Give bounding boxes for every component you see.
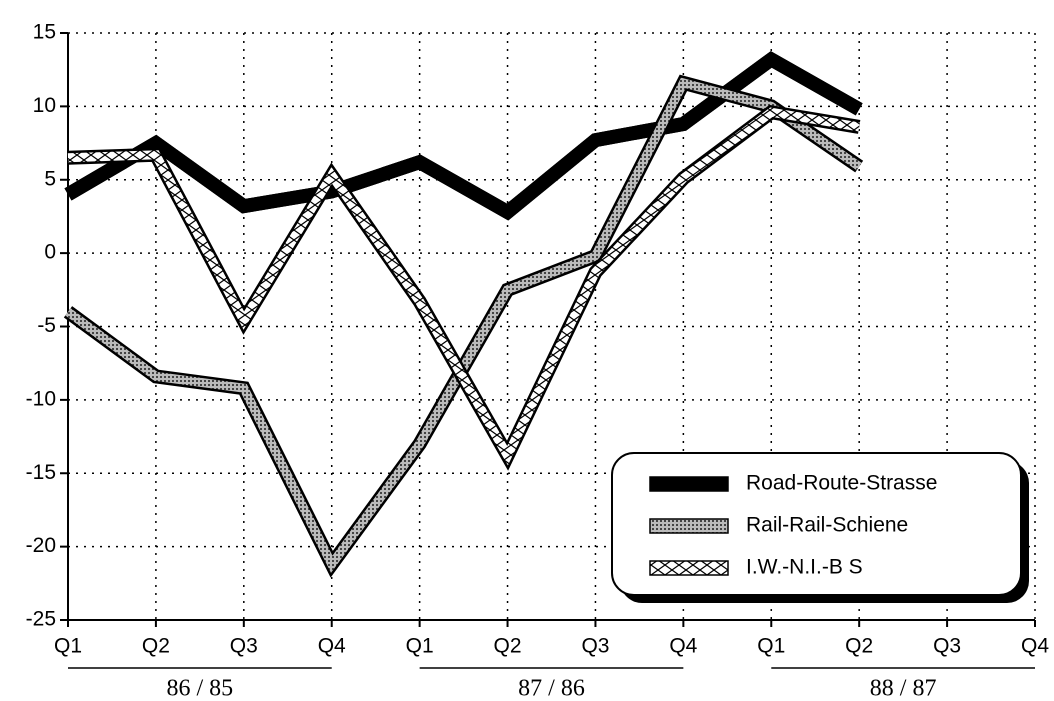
group-label: 88 / 87 — [870, 676, 937, 701]
y-tick-label: -25 — [26, 608, 56, 631]
series-line — [67, 107, 860, 466]
legend-swatch — [649, 560, 729, 576]
y-tick-label: -15 — [26, 461, 56, 484]
x-tick-label: Q4 — [1021, 635, 1049, 658]
x-tick-label: Q1 — [54, 635, 82, 658]
legend-label: Rail-Rail-Schiene — [746, 514, 908, 537]
legend: Road-Route-Strasse Rail-Rail-Schiene I.W.-… — [611, 452, 1029, 603]
x-tick-label: Q3 — [933, 635, 961, 658]
y-tick-label: 15 — [33, 21, 56, 44]
y-tick-label: -5 — [37, 314, 56, 337]
y-tick-label: 10 — [33, 94, 56, 117]
group-label: 86 / 85 — [167, 676, 234, 701]
y-tick-label: 0 — [44, 241, 56, 264]
y-tick-label: 5 — [44, 167, 56, 190]
legend-label: Road-Route-Strasse — [746, 472, 937, 495]
x-tick-label: Q4 — [318, 635, 346, 658]
legend-swatch — [649, 518, 729, 534]
x-tick-label: Q2 — [494, 635, 522, 658]
x-tick-label: Q3 — [230, 635, 258, 658]
y-tick-label: -20 — [26, 534, 56, 557]
y-tick-label: -10 — [26, 387, 56, 410]
legend-label: I.W.-N.I.-B S — [746, 556, 863, 579]
legend-swatch — [649, 476, 729, 492]
x-tick-label: Q1 — [406, 635, 434, 658]
x-tick-label: Q4 — [669, 635, 697, 658]
x-tick-label: Q2 — [142, 635, 170, 658]
x-tick-label: Q1 — [757, 635, 785, 658]
group-label: 87 / 86 — [518, 676, 585, 701]
x-tick-label: Q3 — [581, 635, 609, 658]
x-tick-label: Q2 — [845, 635, 873, 658]
